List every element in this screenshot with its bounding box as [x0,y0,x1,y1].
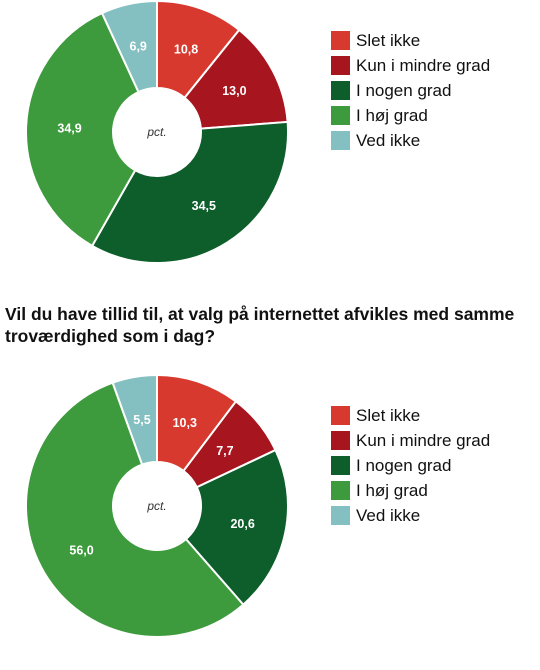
slice-value-label: 7,7 [216,444,233,458]
center-unit-label: pct. [146,499,166,513]
legend-label: I nogen grad [356,80,452,100]
legend-swatch [331,431,350,450]
slice-value-label: 13,0 [222,84,246,98]
legend-label: Kun i mindre grad [356,430,491,450]
legend-label: I nogen grad [356,455,452,475]
legend-swatch [331,131,350,150]
legend-item: Slet ikke [331,28,490,53]
legend-swatch [331,106,350,125]
donut-slice [90,120,289,264]
legend-label: Ved ikke [356,505,421,525]
donut-chart-1: 10,8 13,0 34,5 34,9 6,9 pct. [0,0,300,300]
donut-slice [184,448,289,607]
legend-item: Slet ikke [331,403,490,428]
legend-swatch [331,81,350,100]
legend-label: I høj grad [356,105,428,125]
legend-label: I høj grad [356,480,428,500]
slice-value-label: 56,0 [69,543,93,557]
legend-label: Ved ikke [356,130,421,150]
legend-item: I høj grad [331,103,490,128]
slice-value-label: 34,5 [192,199,216,213]
donut-slice [100,0,158,94]
legend-swatch [331,406,350,425]
legend-item: Ved ikke [331,128,490,153]
legend-label: Slet ikke [356,405,421,425]
legend-item: I høj grad [331,478,490,503]
slice-value-label: 20,6 [230,517,254,531]
legend-1: Slet ikke Kun i mindre grad I nogen grad… [331,28,490,153]
center-unit-label: pct. [146,125,166,139]
legend-label: Kun i mindre grad [356,55,491,75]
donut-chart-1-svg: 10,8 13,0 34,5 34,9 6,9 pct. [25,0,289,264]
legend-item: Kun i mindre grad [331,53,490,78]
legend-2: Slet ikke Kun i mindre grad I nogen grad… [331,403,490,528]
legend-item: I nogen grad [331,453,490,478]
slice-value-label: 10,8 [174,42,198,56]
donut-slice [183,28,289,130]
legend-item: Ved ikke [331,503,490,528]
slice-value-label: 6,9 [130,40,147,54]
donut-chart-2-svg: 10,3 7,7 20,6 56,0 5,5 pct. [25,373,289,638]
donut-slice [25,381,245,638]
legend-swatch [331,506,350,525]
donut-chart-2: 10,3 7,7 20,6 56,0 5,5 pct. [0,370,300,670]
legend-label: Slet ikke [356,30,421,50]
slice-value-label: 10,3 [173,416,197,430]
legend-swatch [331,31,350,50]
chart-2-question-title: Vil du have tillid til, at valg på inter… [5,304,515,346]
legend-item: Kun i mindre grad [331,428,490,453]
legend-swatch [331,456,350,475]
legend-item: I nogen grad [331,78,490,103]
legend-swatch [331,481,350,500]
donut-slice [25,11,140,248]
legend-swatch [331,56,350,75]
slice-value-label: 5,5 [133,413,150,427]
donut-slice [111,373,158,466]
slice-value-label: 34,9 [57,121,81,135]
